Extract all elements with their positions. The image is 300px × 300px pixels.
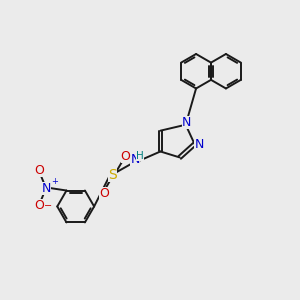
Text: S: S (109, 168, 117, 182)
Text: −: − (44, 201, 52, 211)
Text: H: H (136, 151, 144, 161)
Text: N: N (182, 116, 191, 129)
Text: N: N (130, 153, 140, 166)
Text: O: O (34, 164, 44, 177)
Text: O: O (121, 150, 130, 163)
Text: O: O (34, 199, 44, 212)
Text: O: O (99, 187, 109, 200)
Text: N: N (194, 138, 204, 151)
Text: +: + (51, 177, 58, 186)
Text: N: N (42, 182, 51, 195)
